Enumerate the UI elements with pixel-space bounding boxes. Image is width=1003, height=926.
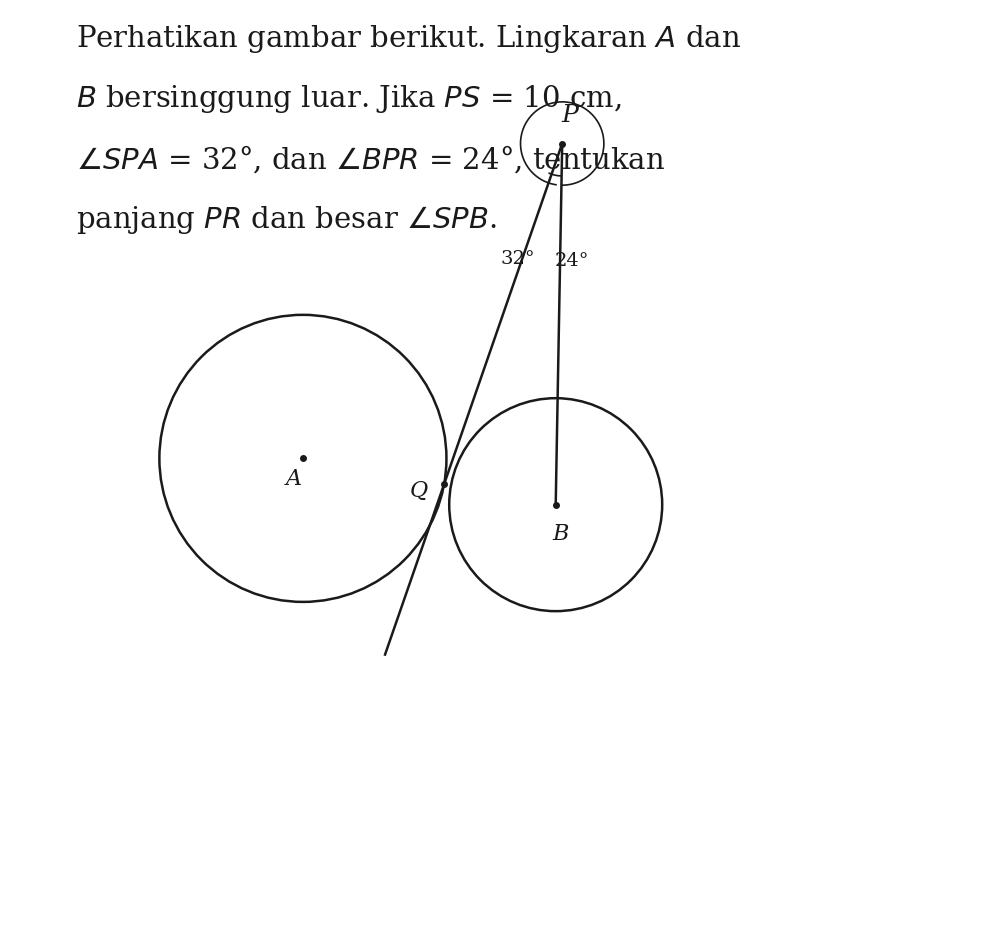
Text: 24°: 24° — [554, 252, 589, 270]
Text: 32°: 32° — [499, 250, 535, 268]
Text: B: B — [552, 523, 568, 545]
Text: $B$ bersinggung luar. Jika $PS$ = 10 cm,: $B$ bersinggung luar. Jika $PS$ = 10 cm, — [76, 83, 621, 116]
Text: A: A — [285, 468, 302, 490]
Text: $\angle SPA$ = 32°, dan $\angle BPR$ = 24°, tentukan: $\angle SPA$ = 32°, dan $\angle BPR$ = 2… — [76, 144, 665, 175]
Text: Q: Q — [409, 480, 427, 502]
Text: Perhatikan gambar berikut. Lingkaran $A$ dan: Perhatikan gambar berikut. Lingkaran $A$… — [76, 23, 740, 56]
Text: P: P — [561, 104, 578, 127]
Text: panjang $PR$ dan besar $\angle SPB$.: panjang $PR$ dan besar $\angle SPB$. — [76, 204, 496, 236]
